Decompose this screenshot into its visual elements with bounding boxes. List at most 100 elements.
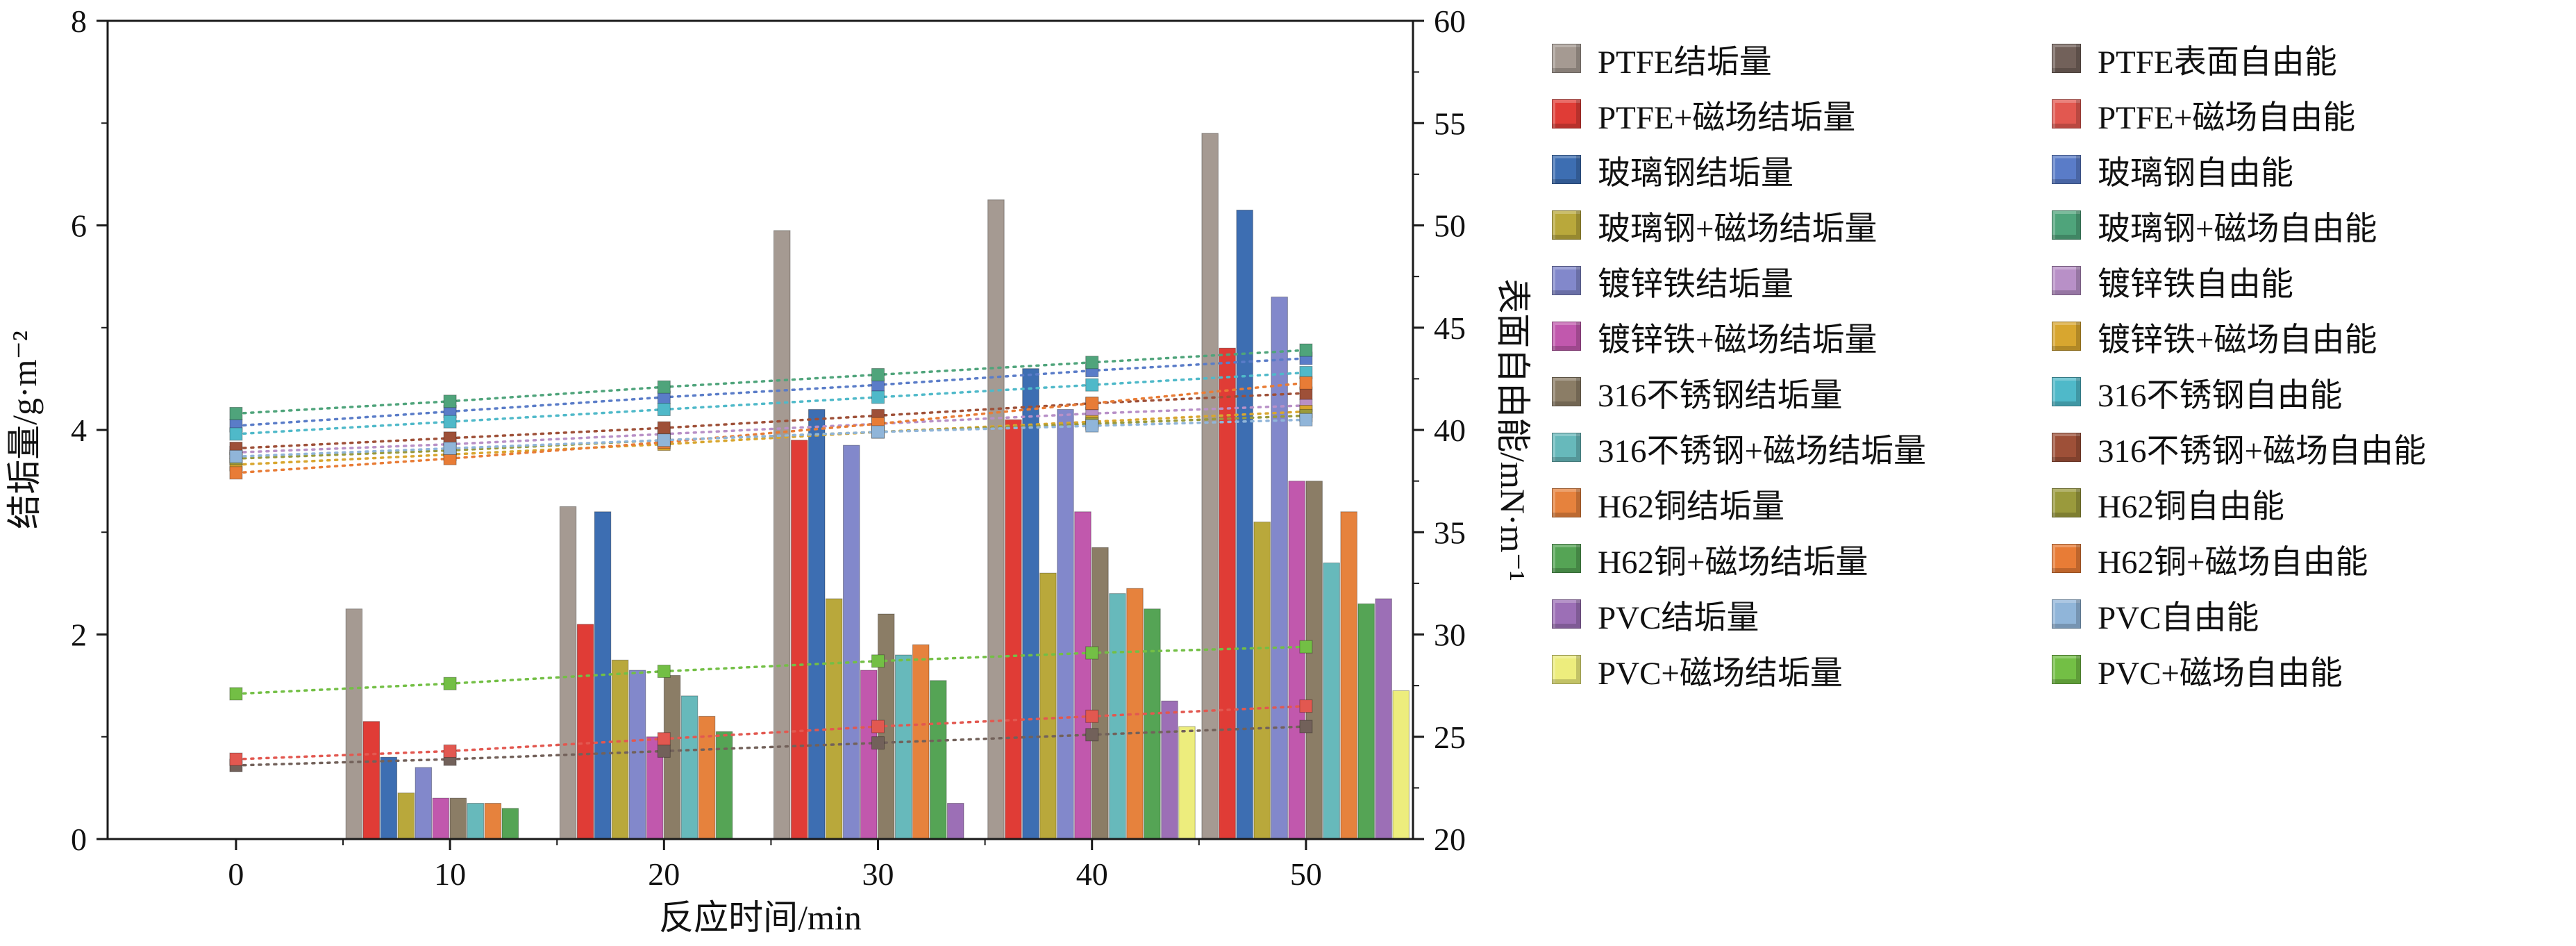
legend-swatch bbox=[1552, 544, 1581, 573]
legend-item: 镀锌铁+磁场结垢量 bbox=[1552, 308, 2052, 364]
legend-label: H62铜+磁场自由能 bbox=[2098, 544, 2368, 581]
left-tick-label: 4 bbox=[71, 413, 87, 448]
legend-label: 镀锌铁结垢量 bbox=[1598, 266, 1793, 303]
legend-item: 316不锈钢+磁场结垢量 bbox=[1552, 420, 2052, 475]
legend-item: 玻璃钢结垢量 bbox=[1552, 142, 2052, 197]
legend-swatch bbox=[2052, 488, 2081, 517]
marker bbox=[1085, 378, 1099, 392]
left-tick-label: 2 bbox=[71, 617, 87, 653]
right-tick-label: 30 bbox=[1434, 617, 1466, 653]
legend-label: H62铜+磁场结垢量 bbox=[1598, 544, 1868, 581]
legend-swatch bbox=[1552, 99, 1581, 128]
bar bbox=[1178, 726, 1196, 840]
legend-item: PTFE+磁场结垢量 bbox=[1552, 86, 2052, 142]
legend-label: 玻璃钢自由能 bbox=[2098, 155, 2293, 192]
marker bbox=[1085, 397, 1099, 410]
marker bbox=[871, 425, 885, 439]
legend-label: 镀锌铁+磁场自由能 bbox=[2098, 322, 2377, 358]
bar bbox=[362, 721, 380, 840]
legend-label: 316不锈钢+磁场自由能 bbox=[2098, 433, 2427, 470]
legend-swatch bbox=[2052, 322, 2081, 351]
left-tick-label: 0 bbox=[71, 822, 87, 857]
bar bbox=[1305, 481, 1323, 840]
marker bbox=[1085, 709, 1099, 723]
legend-item: PTFE+磁场自由能 bbox=[2052, 86, 2426, 142]
legend-swatch bbox=[1552, 433, 1581, 462]
right-tick-label: 55 bbox=[1434, 106, 1466, 141]
right-tick-label: 25 bbox=[1434, 720, 1466, 755]
legend-swatch bbox=[1552, 488, 1581, 517]
bar bbox=[449, 797, 467, 840]
marker bbox=[1299, 343, 1313, 357]
x-tick-label: 10 bbox=[434, 856, 466, 892]
marker bbox=[229, 427, 243, 441]
legend-label: PVC+磁场结垢量 bbox=[1598, 655, 1843, 692]
trend-line bbox=[235, 645, 1307, 695]
trend-line bbox=[235, 404, 1307, 454]
legend-label: 316不锈钢结垢量 bbox=[1598, 377, 1843, 414]
bar bbox=[1392, 690, 1410, 840]
legend-item: 镀锌铁自由能 bbox=[2052, 253, 2426, 308]
legend-label: 316不锈钢+磁场结垢量 bbox=[1598, 433, 1927, 470]
right-tick-label: 60 bbox=[1434, 3, 1466, 39]
legend-item: H62铜自由能 bbox=[2052, 475, 2426, 531]
bar bbox=[1236, 209, 1253, 840]
bar bbox=[895, 654, 912, 840]
marker bbox=[871, 368, 885, 381]
bar bbox=[1005, 419, 1022, 840]
legend-item: H62铜+磁场结垢量 bbox=[1552, 531, 2052, 586]
y-axis-left-title: 结垢量/g·m⁻² bbox=[5, 331, 44, 529]
marker bbox=[229, 752, 243, 766]
bar bbox=[1253, 522, 1271, 840]
dual-axis-bar-line-chart: 结垢量/g·m⁻² 表面自由能/mN·m⁻¹ 反应时间/min 0 2 4 6 8 20 2… bbox=[5, 3, 1532, 937]
legend-label: PTFE+磁场自由能 bbox=[2098, 99, 2356, 136]
marker bbox=[443, 395, 457, 408]
legend-item: PVC结垢量 bbox=[1552, 586, 2052, 642]
legend-swatch bbox=[2052, 655, 2081, 684]
legend-label: H62铜结垢量 bbox=[1598, 488, 1784, 525]
right-tick-label: 20 bbox=[1434, 822, 1466, 857]
bar bbox=[843, 445, 860, 840]
bar bbox=[860, 670, 878, 840]
marker bbox=[1299, 640, 1313, 654]
marker bbox=[443, 677, 457, 690]
bar bbox=[559, 506, 577, 840]
legend-swatch bbox=[1552, 322, 1581, 351]
bar bbox=[698, 715, 716, 840]
x-tick-label: 40 bbox=[1076, 856, 1108, 892]
bar bbox=[432, 797, 450, 840]
bar bbox=[808, 409, 826, 840]
legend-item: 镀锌铁+磁场自由能 bbox=[2052, 308, 2426, 364]
legend-item: 316不锈钢+磁场自由能 bbox=[2052, 420, 2426, 475]
bar bbox=[501, 808, 519, 840]
legend-swatch bbox=[2052, 99, 2081, 128]
marker bbox=[657, 380, 671, 394]
marker bbox=[443, 442, 457, 455]
marker bbox=[229, 449, 243, 463]
bar bbox=[1271, 297, 1288, 840]
bar bbox=[773, 230, 791, 840]
y-axis-right-title: 表面自由能/mN·m⁻¹ bbox=[1494, 279, 1532, 581]
right-tick-label: 40 bbox=[1434, 413, 1466, 448]
x-tick-label: 30 bbox=[862, 856, 894, 892]
legend-swatch bbox=[1552, 599, 1581, 629]
legend-label: PTFE表面自由能 bbox=[2098, 44, 2337, 81]
bar bbox=[1092, 547, 1109, 840]
legend-item: 316不锈钢自由能 bbox=[2052, 364, 2426, 420]
bar bbox=[1109, 593, 1126, 840]
bar bbox=[467, 803, 485, 840]
legend: PTFE结垢量 PTFE+磁场结垢量 玻璃钢结垢量 玻璃钢+磁场结垢量 镀锌铁结垢量 镀锌… bbox=[1552, 31, 2426, 697]
trend-line bbox=[235, 357, 1307, 427]
legend-label: 玻璃钢+磁场自由能 bbox=[2098, 210, 2377, 247]
legend-item: 玻璃钢自由能 bbox=[2052, 142, 2426, 197]
bar bbox=[1144, 608, 1161, 840]
legend-item: 玻璃钢+磁场自由能 bbox=[2052, 197, 2426, 253]
bar bbox=[1288, 481, 1305, 840]
marker bbox=[871, 720, 885, 733]
trend-line bbox=[235, 381, 1307, 474]
bar bbox=[791, 440, 808, 840]
legend-item: 316不锈钢结垢量 bbox=[1552, 364, 2052, 420]
trend-line bbox=[235, 392, 1307, 450]
bar bbox=[628, 670, 646, 840]
legend-swatch bbox=[2052, 210, 2081, 240]
